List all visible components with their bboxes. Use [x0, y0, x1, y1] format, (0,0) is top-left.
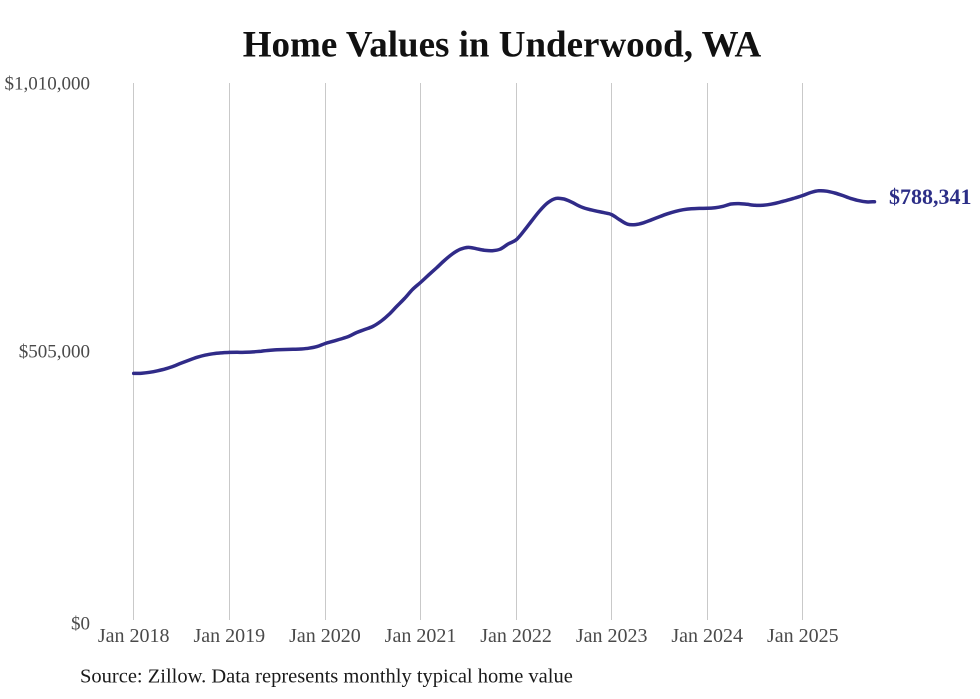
svg-text:Jan 2019: Jan 2019 — [193, 625, 265, 647]
svg-text:$1,010,000: $1,010,000 — [5, 74, 91, 95]
svg-text:Jan 2023: Jan 2023 — [576, 625, 648, 647]
svg-text:$0: $0 — [71, 614, 90, 635]
svg-text:Jan 2021: Jan 2021 — [385, 625, 457, 647]
svg-text:Jan 2025: Jan 2025 — [767, 625, 839, 647]
svg-text:Jan 2018: Jan 2018 — [98, 625, 170, 647]
svg-text:$788,341: $788,341 — [889, 184, 972, 209]
svg-text:$505,000: $505,000 — [19, 342, 90, 363]
svg-text:Source: Zillow. Data represent: Source: Zillow. Data represents monthly … — [80, 666, 573, 688]
svg-text:Jan 2020: Jan 2020 — [289, 625, 361, 647]
svg-text:Home Values in Underwood, WA: Home Values in Underwood, WA — [243, 25, 762, 66]
svg-text:Jan 2024: Jan 2024 — [671, 625, 743, 647]
svg-text:Jan 2022: Jan 2022 — [480, 625, 552, 647]
